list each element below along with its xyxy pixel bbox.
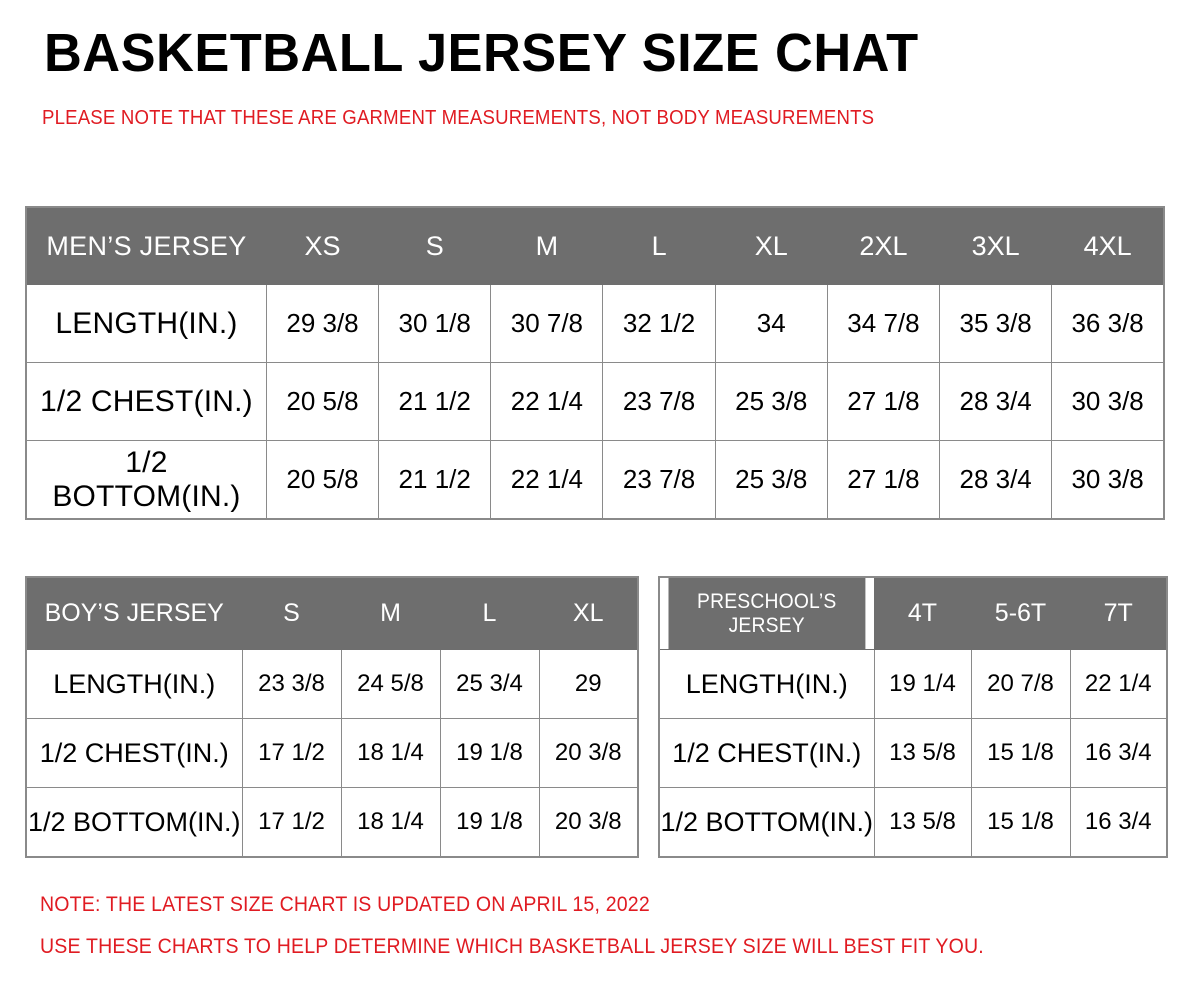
- preschool-jersey-size-table: PRESCHOOL’S JERSEY 4T 5-6T 7T LENGTH(IN.…: [658, 576, 1168, 858]
- preschool-cell-bottom-5-6t: 15 1/8: [970, 787, 1071, 858]
- size-header-l: L: [602, 206, 716, 285]
- preschool-row-label-bottom: 1/2 BOTTOM(IN.): [658, 787, 875, 858]
- boys-size-header-m: M: [340, 576, 441, 650]
- preschool-size-header-5-6t: 5-6T: [970, 576, 1071, 650]
- table-header-row: PRESCHOOL’S JERSEY 4T 5-6T 7T: [659, 576, 1168, 650]
- boys-cell-chest-xl: 20 3/8: [538, 718, 639, 788]
- cell-chest-xs: 20 5/8: [265, 362, 380, 441]
- boys-row-label-bottom: 1/2 BOTTOM(IN.): [25, 787, 243, 858]
- table-row: 1/2 CHEST(IN.) 13 5/8 15 1/8 16 3/4: [658, 718, 1168, 788]
- mens-table-corner-label: MEN’S JERSEY: [25, 206, 267, 285]
- table-row: 1/2 BOTTOM(IN.) 17 1/2 18 1/4 19 1/8 20 …: [25, 787, 639, 858]
- cell-bottom-s: 21 1/2: [378, 440, 492, 520]
- row-label-chest: 1/2 CHEST(IN.): [25, 362, 267, 441]
- cell-length-xl: 34: [714, 284, 828, 363]
- boys-cell-bottom-m: 18 1/4: [340, 787, 441, 858]
- cell-bottom-l: 23 7/8: [602, 440, 716, 520]
- mens-jersey-size-table: MEN’S JERSEY XS S M L XL 2XL 3XL 4XL LEN…: [25, 206, 1165, 520]
- cell-chest-4xl: 30 3/8: [1051, 362, 1165, 441]
- boys-jersey-size-table: BOY’S JERSEY S M L XL LENGTH(IN.) 23 3/8…: [25, 576, 639, 858]
- cell-chest-xl: 25 3/8: [714, 362, 828, 441]
- table-row: LENGTH(IN.) 23 3/8 24 5/8 25 3/4 29: [25, 649, 639, 719]
- cell-bottom-2xl: 27 1/8: [826, 440, 941, 520]
- boys-size-header-xl: XL: [538, 576, 639, 650]
- boys-cell-bottom-s: 17 1/2: [241, 787, 342, 858]
- boys-cell-bottom-l: 19 1/8: [439, 787, 540, 858]
- footer-note-usage: USE THESE CHARTS TO HELP DETERMINE WHICH…: [40, 935, 984, 958]
- boys-cell-bottom-xl: 20 3/8: [538, 787, 639, 858]
- garment-measurement-note: PLEASE NOTE THAT THESE ARE GARMENT MEASU…: [42, 107, 875, 129]
- cell-chest-l: 23 7/8: [602, 362, 716, 441]
- boys-size-header-l: L: [439, 576, 540, 650]
- cell-length-l: 32 1/2: [602, 284, 716, 363]
- size-header-s: S: [378, 206, 492, 285]
- boys-cell-chest-m: 18 1/4: [340, 718, 441, 788]
- cell-length-m: 30 7/8: [490, 284, 604, 363]
- cell-chest-s: 21 1/2: [378, 362, 492, 441]
- boys-cell-length-l: 25 3/4: [439, 649, 540, 719]
- cell-bottom-4xl: 30 3/8: [1051, 440, 1165, 520]
- table-header-row: BOY’S JERSEY S M L XL: [25, 576, 639, 650]
- boys-cell-length-s: 23 3/8: [241, 649, 342, 719]
- table-header-row: MEN’S JERSEY XS S M L XL 2XL 3XL 4XL: [25, 206, 1165, 285]
- table-row: 1/2 BOTTOM(IN.) 13 5/8 15 1/8 16 3/4: [658, 787, 1168, 858]
- cell-length-s: 30 1/8: [378, 284, 492, 363]
- preschool-cell-length-4t: 19 1/4: [873, 649, 972, 719]
- preschool-cell-chest-5-6t: 15 1/8: [970, 718, 1071, 788]
- cell-bottom-xl: 25 3/8: [714, 440, 828, 520]
- boys-cell-length-m: 24 5/8: [340, 649, 441, 719]
- table-row: 1/2 BOTTOM(IN.) 20 5/8 21 1/2 22 1/4 23 …: [25, 440, 1165, 520]
- size-header-xs: XS: [265, 206, 380, 285]
- cell-bottom-3xl: 28 3/4: [939, 440, 1053, 520]
- cell-length-4xl: 36 3/8: [1051, 284, 1165, 363]
- boys-size-header-s: S: [241, 576, 342, 650]
- cell-length-2xl: 34 7/8: [826, 284, 941, 363]
- size-header-m: M: [490, 206, 604, 285]
- cell-chest-m: 22 1/4: [490, 362, 604, 441]
- size-header-4xl: 4XL: [1051, 206, 1165, 285]
- cell-chest-2xl: 27 1/8: [826, 362, 941, 441]
- boys-row-label-chest: 1/2 CHEST(IN.): [25, 718, 243, 788]
- boys-row-label-length: LENGTH(IN.): [25, 649, 243, 719]
- preschool-size-header-4t: 4T: [873, 576, 972, 650]
- preschool-cell-chest-7t: 16 3/4: [1069, 718, 1168, 788]
- page-title: BASKETBALL JERSEY SIZE CHAT: [44, 23, 919, 83]
- row-label-length: LENGTH(IN.): [25, 284, 267, 363]
- preschool-cell-length-5-6t: 20 7/8: [970, 649, 1071, 719]
- cell-length-xs: 29 3/8: [265, 284, 380, 363]
- cell-bottom-m: 22 1/4: [490, 440, 604, 520]
- footer-notes: NOTE: THE LATEST SIZE CHART IS UPDATED O…: [40, 884, 1160, 968]
- size-header-2xl: 2XL: [826, 206, 941, 285]
- preschool-row-label-length: LENGTH(IN.): [658, 649, 875, 719]
- table-row: 1/2 CHEST(IN.) 17 1/2 18 1/4 19 1/8 20 3…: [25, 718, 639, 788]
- cell-chest-3xl: 28 3/4: [939, 362, 1053, 441]
- size-header-xl: XL: [714, 206, 828, 285]
- preschool-row-label-chest: 1/2 CHEST(IN.): [658, 718, 875, 788]
- preschool-cell-chest-4t: 13 5/8: [873, 718, 972, 788]
- table-row: LENGTH(IN.) 29 3/8 30 1/8 30 7/8 32 1/2 …: [25, 284, 1165, 363]
- boys-cell-length-xl: 29: [538, 649, 639, 719]
- size-header-3xl: 3XL: [939, 206, 1053, 285]
- preschool-cell-bottom-4t: 13 5/8: [873, 787, 972, 858]
- table-row: LENGTH(IN.) 19 1/4 20 7/8 22 1/4: [658, 649, 1168, 719]
- preschool-table-corner-label: PRESCHOOL’S JERSEY: [667, 576, 866, 650]
- boys-cell-chest-s: 17 1/2: [241, 718, 342, 788]
- preschool-cell-bottom-7t: 16 3/4: [1069, 787, 1168, 858]
- preschool-size-header-7t: 7T: [1069, 576, 1168, 650]
- boys-cell-chest-l: 19 1/8: [439, 718, 540, 788]
- cell-bottom-xs: 20 5/8: [265, 440, 380, 520]
- footer-note-update: NOTE: THE LATEST SIZE CHART IS UPDATED O…: [40, 893, 650, 916]
- table-row: 1/2 CHEST(IN.) 20 5/8 21 1/2 22 1/4 23 7…: [25, 362, 1165, 441]
- cell-length-3xl: 35 3/8: [939, 284, 1053, 363]
- row-label-bottom: 1/2 BOTTOM(IN.): [25, 440, 267, 520]
- boys-table-corner-label: BOY’S JERSEY: [25, 576, 243, 650]
- preschool-cell-length-7t: 22 1/4: [1069, 649, 1168, 719]
